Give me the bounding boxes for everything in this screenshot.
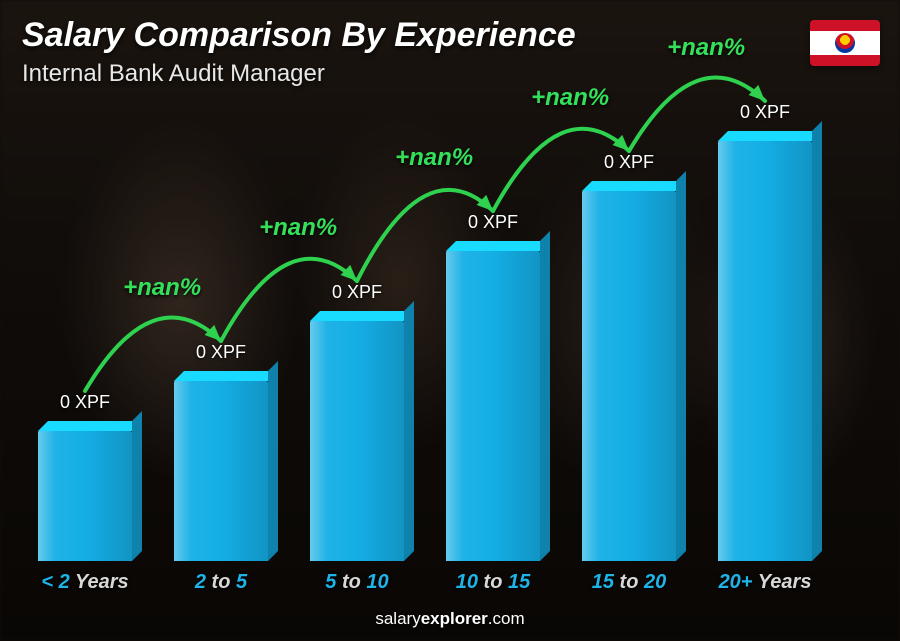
category-label: < 2 Years	[20, 571, 150, 594]
bar-front-shine	[582, 191, 676, 561]
footer-attribution: salaryexplorer.com	[0, 609, 900, 629]
bar	[446, 251, 540, 561]
bar-side-face	[812, 121, 822, 561]
category-label: 2 to 5	[156, 571, 286, 594]
footer-prefix: salary	[375, 609, 420, 628]
bar	[582, 191, 676, 561]
bar-top-face	[310, 311, 414, 321]
percent-increase-label: +nan%	[123, 274, 201, 302]
bar-front-shine	[38, 431, 132, 561]
footer-brand: explorer	[421, 609, 488, 628]
bar-front-shine	[718, 141, 812, 561]
country-flag	[810, 20, 880, 66]
bar-side-face	[540, 231, 550, 561]
chart-subtitle: Internal Bank Audit Manager	[22, 60, 325, 88]
bar-front-shine	[174, 381, 268, 561]
bar-side-face	[268, 361, 278, 561]
bar-chart: 0 XPF< 2 Years0 XPF2 to 50 XPF5 to 100 X…	[30, 100, 840, 561]
footer-suffix: .com	[488, 609, 525, 628]
content-root: Salary Comparison By Experience Internal…	[0, 0, 900, 641]
category-label: 5 to 10	[292, 571, 422, 594]
bar-top-face	[582, 181, 686, 191]
bar	[310, 321, 404, 561]
bar-side-face	[676, 171, 686, 561]
chart-title: Salary Comparison By Experience	[22, 16, 576, 55]
flag-emblem	[835, 33, 855, 53]
flag-bottom-stripe	[810, 55, 880, 66]
percent-increase-label: +nan%	[259, 214, 337, 242]
bar-top-face	[38, 421, 142, 431]
bar-side-face	[132, 411, 142, 561]
category-label: 10 to 15	[428, 571, 558, 594]
bar	[38, 431, 132, 561]
bar-value-label: 0 XPF	[302, 282, 412, 303]
bar-value-label: 0 XPF	[574, 152, 684, 173]
bar-top-face	[718, 131, 822, 141]
bar	[718, 141, 812, 561]
bar-front-shine	[446, 251, 540, 561]
flag-top-stripe	[810, 20, 880, 31]
bar-value-label: 0 XPF	[166, 342, 276, 363]
bar-top-face	[446, 241, 550, 251]
category-label: 20+ Years	[700, 571, 830, 594]
bar-top-face	[174, 371, 278, 381]
bar-value-label: 0 XPF	[30, 392, 140, 413]
bar-value-label: 0 XPF	[438, 212, 548, 233]
percent-increase-label: +nan%	[531, 84, 609, 112]
percent-increase-label: +nan%	[395, 144, 473, 172]
bar	[174, 381, 268, 561]
bar-front-shine	[310, 321, 404, 561]
category-label: 15 to 20	[564, 571, 694, 594]
bar-side-face	[404, 301, 414, 561]
bar-value-label: 0 XPF	[710, 102, 820, 123]
percent-increase-label: +nan%	[667, 34, 745, 62]
